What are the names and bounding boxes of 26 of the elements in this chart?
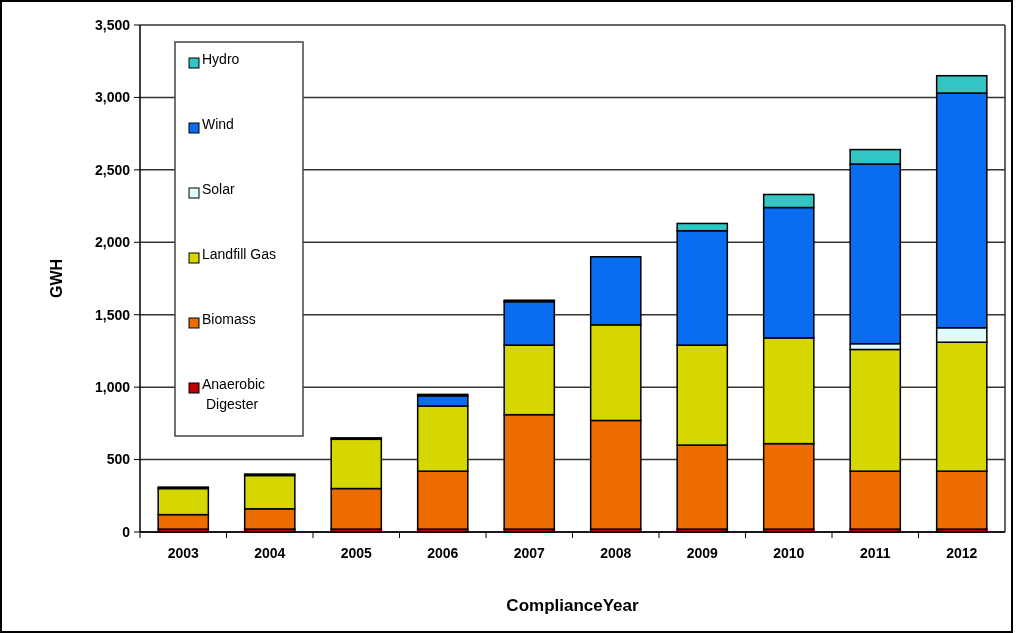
- x-tick-label: 2003: [167, 545, 200, 561]
- y-tick-label: 1,000: [94, 379, 131, 396]
- x-tick-label: 2009: [686, 545, 719, 561]
- x-tick-label: 2008: [600, 545, 632, 561]
- y-tick-label: 0: [122, 523, 131, 540]
- x-tick-label: 2006: [427, 545, 459, 561]
- x-tick-label: 2004: [254, 545, 286, 561]
- legend-label: Biomass: [202, 311, 256, 327]
- legend-label: Hydro: [202, 51, 240, 67]
- y-tick-label: 3,000: [94, 89, 131, 106]
- x-tick-label: 2011: [860, 545, 891, 561]
- y-tick-label: 3,500: [94, 16, 131, 33]
- y-tick-label: 1,500: [94, 306, 131, 323]
- legend-label: Solar: [202, 181, 236, 197]
- legend-label: Anaerobic Digester: [202, 376, 266, 412]
- x-tick-label: 2012: [946, 545, 978, 561]
- x-tick-label: 2007: [513, 545, 546, 561]
- y-axis-title: GWH: [48, 258, 65, 299]
- x-axis-title: ComplianceYear: [506, 596, 640, 615]
- y-tick-label: 2,000: [94, 234, 131, 251]
- x-tick-label: 2005: [340, 545, 373, 561]
- y-tick-label: 500: [106, 451, 131, 468]
- y-tick-label: 2,500: [94, 161, 131, 178]
- x-tick-label: 2010: [773, 545, 805, 561]
- legend-label: Wind: [202, 116, 234, 132]
- legend-label: Landfill Gas: [202, 246, 276, 262]
